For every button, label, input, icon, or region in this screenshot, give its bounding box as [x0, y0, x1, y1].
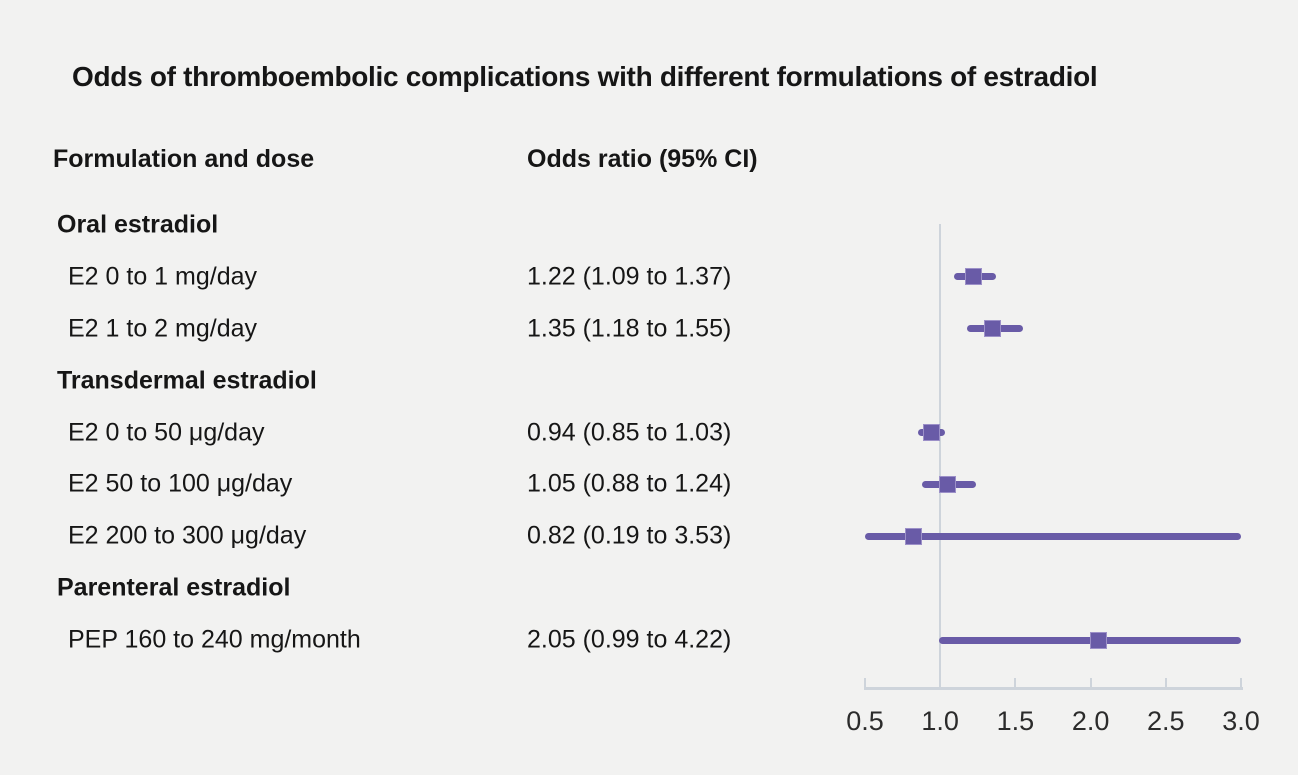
row-label: E2 0 to 1 mg/day [68, 262, 258, 291]
rows-list: Oral estradiol E2 0 to 1 mg/day 1.22 (1.09… [0, 199, 860, 666]
ci-bar [917, 429, 945, 437]
row-value: 1.05 (0.88 to 1.24) [527, 469, 732, 498]
section-label: Oral estradiol [57, 210, 219, 239]
x-axis-tick-label: 1.5 [996, 706, 1035, 736]
or-marker [984, 320, 1002, 338]
x-axis-line [864, 687, 1243, 690]
or-marker [964, 268, 982, 286]
x-axis-tick [1089, 678, 1092, 687]
x-axis-tick-label: 1.0 [921, 706, 959, 736]
table-row: E2 200 to 300 μg/day 0.82 (0.19 to 3.53) [0, 510, 860, 562]
x-axis-tick [1014, 678, 1017, 687]
table-row: E2 0 to 1 mg/day 1.22 (1.09 to 1.37) [0, 251, 860, 303]
or-marker [922, 424, 940, 442]
x-axis-tick [864, 678, 866, 687]
or-marker [1089, 631, 1107, 649]
row-value: 1.22 (1.09 to 1.37) [527, 262, 732, 291]
row-value: 1.35 (1.18 to 1.55) [527, 314, 732, 343]
row-value: 0.94 (0.85 to 1.03) [527, 418, 732, 446]
table-row: E2 1 to 2 mg/day 1.35 (1.18 to 1.55) [0, 303, 860, 355]
table-row: E2 0 to 50 μg/day 0.94 (0.85 to 1.03) [0, 407, 860, 459]
column-header-odds-ratio: Odds ratio (95% CI) [527, 145, 758, 173]
table-row: PEP 160 to 240 mg/month 2.05 (0.99 to 4.2… [0, 614, 860, 666]
x-axis-tick-label: 2.0 [1071, 706, 1110, 736]
section-label: Parenteral estradiol [57, 573, 291, 602]
section-label: Transdermal estradiol [57, 366, 317, 395]
row-label: E2 1 to 2 mg/day [68, 314, 258, 343]
row-label: PEP 160 to 240 mg/month [68, 625, 361, 654]
x-axis-tick [939, 678, 942, 687]
ci-bar [953, 273, 996, 281]
section-row: Oral estradiol [0, 199, 860, 251]
or-marker [939, 475, 957, 493]
x-axis-tick-label: 3.0 [1222, 706, 1260, 736]
row-label: E2 0 to 50 μg/day [68, 418, 265, 446]
row-label: E2 50 to 100 μg/day [68, 469, 293, 498]
or-marker [904, 527, 922, 545]
ci-bar [865, 532, 1241, 540]
figure-title: Odds of thromboembolic complications wit… [72, 61, 1098, 92]
x-axis-tick-label: 2.5 [1147, 706, 1185, 736]
ci-bar [967, 325, 1023, 333]
column-header-formulation-and-dose: Formulation and dose [53, 145, 315, 173]
reference-line [939, 224, 942, 689]
ci-bar [922, 480, 977, 488]
ci-bar [938, 636, 1241, 644]
row-value: 0.82 (0.19 to 3.53) [527, 521, 732, 550]
x-axis-tick-label: 0.5 [846, 706, 884, 736]
x-axis-tick [1240, 678, 1242, 687]
row-value: 2.05 (0.99 to 4.22) [527, 625, 732, 654]
x-axis-tick [1164, 678, 1167, 687]
section-row: Parenteral estradiol [0, 562, 860, 614]
row-label: E2 200 to 300 μg/day [68, 521, 307, 550]
section-row: Transdermal estradiol [0, 355, 860, 407]
table-row: E2 50 to 100 μg/day 1.05 (0.88 to 1.24) [0, 458, 860, 510]
